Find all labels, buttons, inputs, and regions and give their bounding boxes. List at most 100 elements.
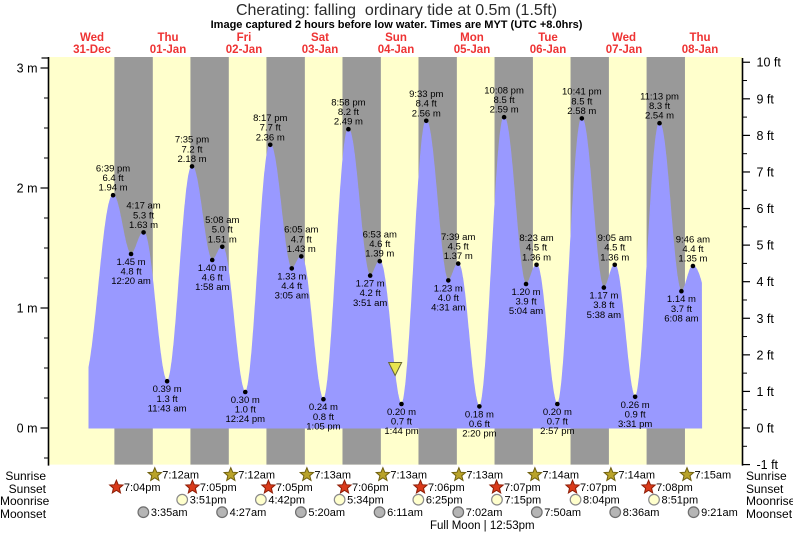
tide-point-dot [601, 285, 607, 290]
moonrise-circle-icon [333, 493, 346, 506]
tide-point-dot [242, 389, 248, 395]
sunset-time: 7:07pm [504, 482, 541, 494]
axis-tick-label-ft: 5 ft [757, 239, 775, 253]
tide-height-m-label: 1.39 m [365, 249, 394, 260]
tide-height-ft-label: 8.5 ft [571, 96, 592, 107]
moonset-time: 6:11am [387, 507, 423, 519]
moonrise-circle-icon [412, 493, 425, 506]
tide-height-ft-label: 5.3 ft [133, 210, 154, 221]
axis-tick-label-ft: 8 ft [757, 129, 775, 143]
moonrise-circle-icon [491, 493, 503, 506]
tide-height-m-label: 2.54 m [645, 111, 674, 122]
tide-time-label: 5:04 am [509, 306, 543, 317]
tide-point-dot [455, 261, 461, 266]
sunrise-time: 7:13am [390, 470, 427, 482]
tide-height-ft-label: 4.8 ft [120, 267, 141, 278]
tide-point-dot [446, 278, 451, 283]
tide-height-m-label: 1.33 m [277, 271, 306, 282]
sunset-star-icon [260, 478, 277, 494]
sunrise-star-icon [526, 466, 543, 482]
day-weekday-label: Sun [385, 32, 407, 44]
tide-time-label: 7:35 pm [175, 135, 209, 146]
sunset-time: 7:06pm [428, 482, 465, 494]
tide-point-dot [501, 114, 507, 120]
axis-tick-label-ft: 6 ft [757, 202, 775, 216]
sunrise-time: 7:15am [694, 470, 731, 482]
tide-height-ft-label: 4.5 ft [604, 243, 625, 254]
tide-point-dot [690, 263, 696, 269]
tide-height-ft-label: 3.8 ft [593, 300, 614, 311]
capture-marker-icon [387, 362, 403, 377]
tide-height-ft-label: 0.8 ft [313, 412, 334, 423]
sunrise-time: 7:13am [314, 470, 351, 482]
moonrise-row-label-left: Moonrise [0, 494, 50, 508]
tide-height-m-label: 1.51 m [208, 234, 237, 245]
moonrise-circle-icon [648, 493, 660, 506]
sunset-time: 7:04pm [124, 482, 161, 494]
tide-time-label: 12:20 am [111, 276, 151, 287]
sunrise-star-icon [679, 466, 695, 482]
sunset-star-icon [108, 478, 125, 494]
tide-height-m-label: 1.36 m [522, 252, 551, 263]
tide-height-ft-label: 0.7 ft [547, 417, 568, 428]
day-weekday-label: Thu [689, 32, 710, 44]
tide-height-ft-label: 4.5 ft [526, 243, 547, 254]
tide-height-m-label: 0.18 m [465, 409, 494, 420]
tide-time-label: 10:41 pm [562, 87, 602, 98]
sunrise-row-label-right: Sunrise [746, 469, 787, 483]
moonset-circle-icon [216, 506, 228, 519]
tide-height-ft-label: 4.4 ft [281, 281, 302, 292]
moonrise-time: 7:15pm [504, 495, 541, 507]
moonrise-time: 5:34pm [347, 495, 384, 507]
tide-time-label: 6:39 pm [96, 164, 130, 175]
tide-height-m-label: 1.20 m [512, 287, 541, 298]
tide-time-label: 5:08 am [205, 215, 239, 226]
chart-title: Cherating: falling ordinary tide at 0.5m… [235, 2, 558, 19]
tide-time-label: 8:17 pm [253, 113, 287, 124]
moonset-row-label-left: Moonset [0, 506, 47, 521]
moonset-row-label-right: Moonset [746, 506, 793, 521]
axis-tick-label-ft: 3 ft [757, 312, 775, 326]
tide-time-label: 7:39 am [441, 232, 475, 243]
sunset-row-label-left: Sunset [8, 481, 46, 496]
sunrise-star-icon [222, 466, 239, 482]
axis-tick-label-m: 1 m [17, 302, 38, 316]
tide-height-ft-label: 6.4 ft [102, 173, 123, 184]
moonrise-circle-icon [254, 493, 267, 506]
tide-height-ft-label: 1.3 ft [157, 394, 178, 405]
tide-time-label: 2:20 pm [462, 429, 496, 440]
tide-height-ft-label: 7.2 ft [181, 144, 202, 155]
tide-time-label: 6:05 am [284, 225, 318, 236]
tide-height-ft-label: 4.7 ft [291, 234, 312, 245]
tide-time-label: 6:08 am [664, 313, 698, 324]
tide-height-ft-label: 5.0 ft [212, 225, 233, 236]
sunset-star-icon [564, 478, 581, 494]
moonset-circle-icon [530, 506, 543, 519]
tide-height-ft-label: 7.7 ft [260, 123, 281, 134]
tide-point-dot [612, 262, 618, 268]
day-weekday-label: Wed [80, 32, 104, 44]
tide-time-label: 12:24 pm [225, 414, 265, 425]
tide-height-m-label: 1.27 m [356, 279, 385, 290]
day-date-label: 07-Jan [606, 44, 642, 56]
sunrise-star-icon [374, 466, 391, 482]
sunset-time: 7:07pm [580, 482, 617, 494]
moonset-time: 7:02am [466, 507, 503, 519]
tide-height-m-label: 1.37 m [444, 251, 473, 262]
tide-time-label: 3:31 pm [618, 419, 652, 430]
chart-subtitle: Image captured 2 hours before low water.… [210, 19, 583, 31]
tide-height-ft-label: 8.5 ft [494, 95, 515, 106]
tide-time-label: 6:53 am [363, 230, 397, 241]
tide-time-label: 9:33 pm [409, 89, 443, 100]
axis-tick-label-ft: -1 ft [757, 458, 779, 472]
sunrise-star-icon [298, 466, 315, 482]
tide-height-m-label: 2.36 m [256, 132, 285, 143]
tide-time-label: 5:38 am [587, 310, 621, 321]
moonset-circle-icon [373, 506, 386, 519]
moonrise-time: 4:42pm [268, 495, 305, 507]
tide-height-m-label: 0.26 m [621, 400, 650, 411]
tide-time-label: 1:05 pm [306, 421, 340, 432]
tide-height-m-label: 2.58 m [567, 106, 596, 117]
